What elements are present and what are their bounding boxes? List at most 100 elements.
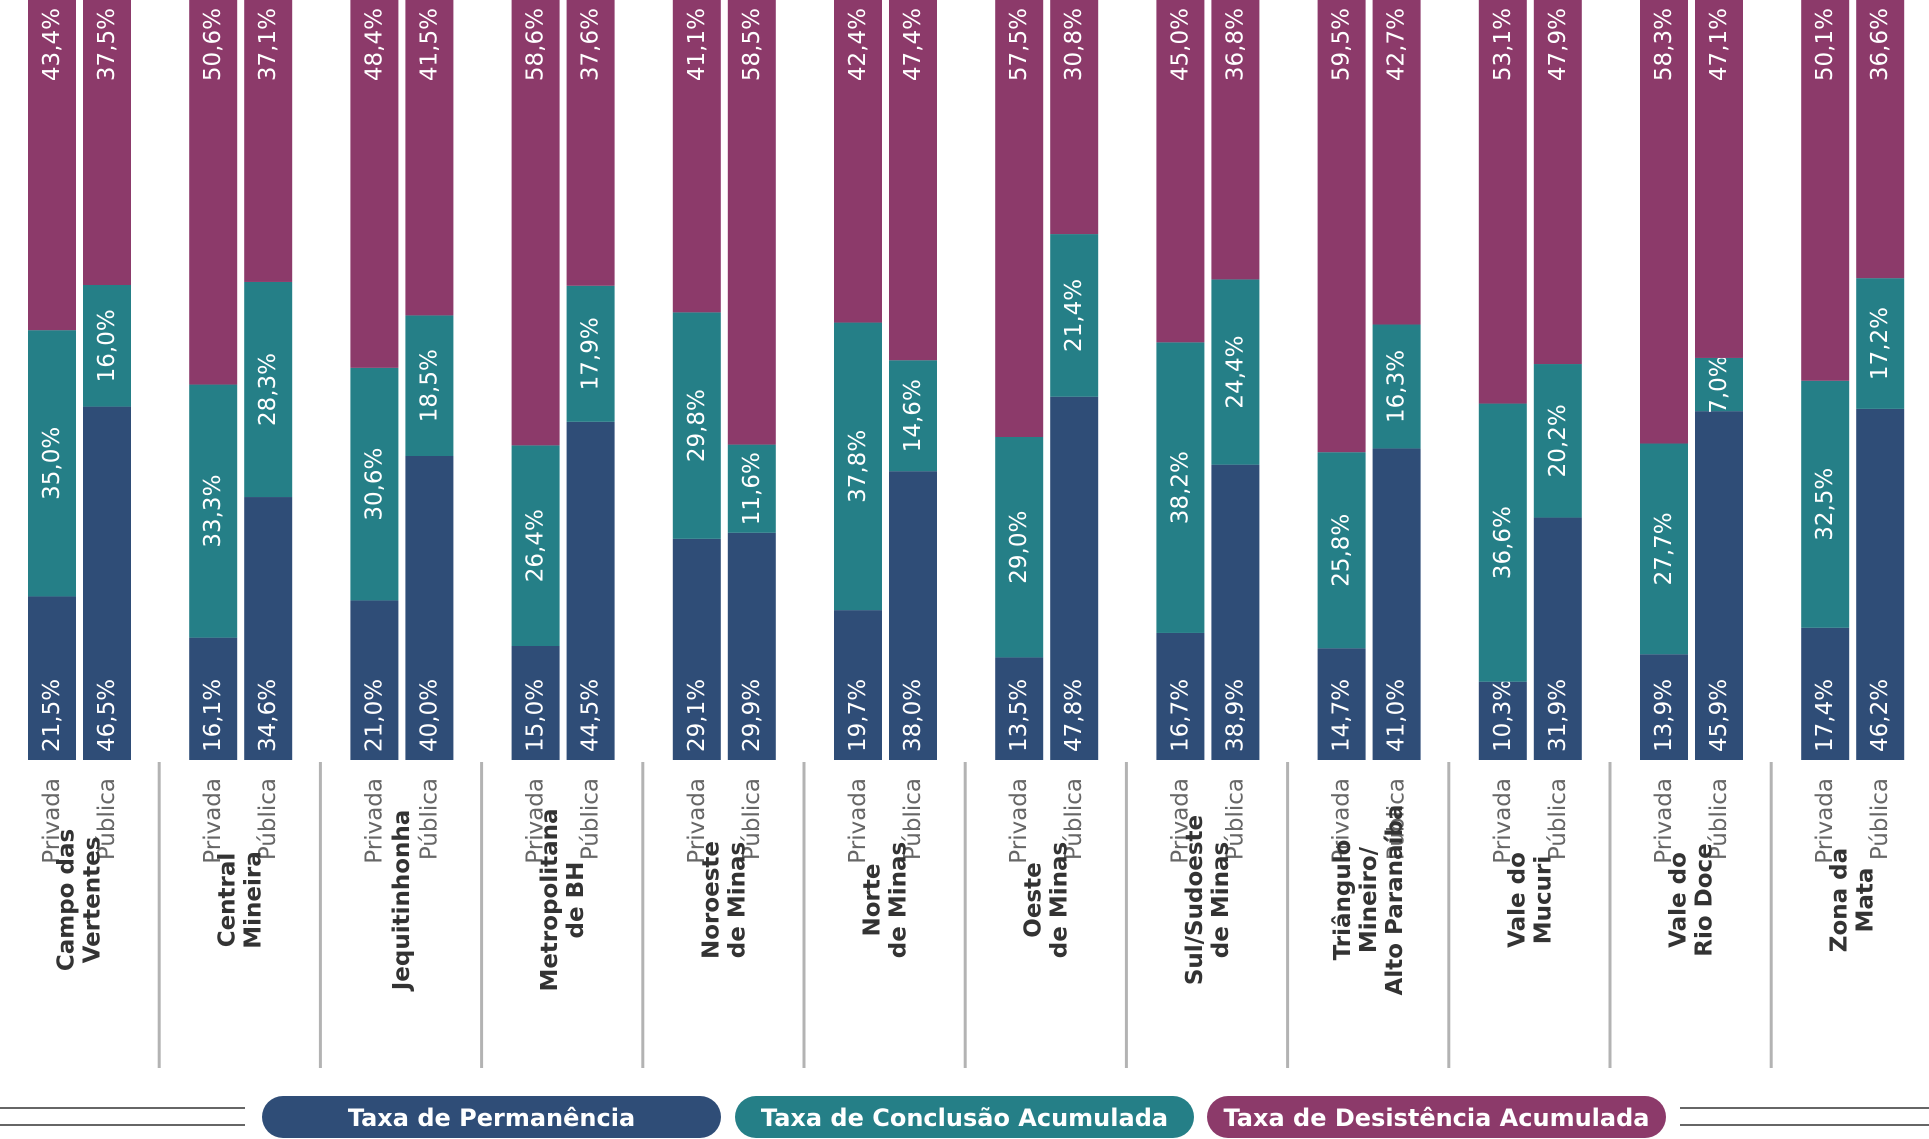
bar-segment-conclusao	[1372, 324, 1421, 449]
bar-segment-permanencia	[1801, 627, 1850, 760]
bar-segment-permanencia	[350, 600, 399, 760]
bar-type-label: Pública	[1384, 778, 1410, 860]
bar-segment-desistencia	[1640, 0, 1688, 444]
value-label: 58,3%	[1651, 8, 1677, 81]
bar-segment-conclusao	[1478, 403, 1527, 682]
bar-type-label: Pública	[416, 778, 442, 860]
value-label: 50,1%	[1812, 8, 1838, 81]
bar-segment-permanencia	[511, 646, 560, 760]
region-label: Noroestede Minas	[698, 841, 750, 959]
bar-type-label: Privada	[845, 778, 871, 864]
value-label: 15,0%	[523, 679, 549, 752]
value-label: 30,8%	[1061, 8, 1087, 81]
bar-type-label: Privada	[523, 778, 549, 864]
bar-segment-desistencia	[28, 0, 76, 331]
legend-swatch-conclusao	[735, 1096, 1194, 1138]
region-group: 21,0% 30,6% 48,4% Privada 40,0% 18,5% 41,5% Púb…	[350, 0, 454, 993]
bar-segment-conclusao	[189, 384, 238, 638]
value-label: 34,6%	[255, 679, 281, 752]
bar-segment-desistencia	[405, 0, 454, 316]
value-label: 14,7%	[1329, 679, 1355, 752]
value-label: 10,3%	[1490, 679, 1516, 752]
value-label: 46,5%	[94, 679, 120, 752]
value-label: 11,6%	[739, 452, 765, 525]
region-label: CentralMineira	[215, 851, 267, 949]
region-label: Jequitinhonha	[389, 810, 415, 993]
value-label: 37,5%	[94, 8, 120, 81]
value-label: 19,7%	[845, 679, 871, 752]
legend-label-permanencia: Taxa de Permanência	[348, 1104, 635, 1132]
value-label: 48,4%	[361, 8, 387, 81]
legend-swatch-permanencia	[262, 1096, 721, 1138]
value-label: 41,0%	[1384, 679, 1410, 752]
bar-segment-desistencia	[1317, 0, 1366, 453]
value-label: 20,2%	[1545, 404, 1571, 477]
value-label: 57,5%	[1006, 8, 1032, 81]
bar-segment-conclusao	[405, 315, 454, 456]
value-label: 16,1%	[200, 679, 226, 752]
bar-segment-conclusao	[1156, 342, 1205, 633]
region-group: 13,5% 29,0% 57,5% Privada 47,8% 21,4% 30,8% Púb…	[995, 0, 1099, 958]
bar-type-label: Pública	[1867, 778, 1893, 860]
bar-segment-permanencia	[28, 596, 76, 760]
bar-segment-permanencia	[566, 421, 615, 760]
value-label: 36,8%	[1222, 8, 1248, 81]
region-label: Campo dasVertentes	[54, 829, 106, 971]
bar-segment-permanencia	[834, 610, 882, 760]
bar-segment-conclusao	[566, 285, 615, 422]
bar-segment-conclusao	[83, 285, 131, 407]
value-label: 42,7%	[1384, 8, 1410, 81]
region-group: 21,5% 35,0% 43,4% Privada 46,5% 16,0% 37,5% Púb…	[28, 0, 131, 971]
value-label: 40,0%	[416, 679, 442, 752]
value-label: 16,7%	[1167, 679, 1193, 752]
legend: Taxa de Permanência Taxa de Conclusão Acu…	[0, 1096, 1929, 1138]
value-label: 38,2%	[1167, 451, 1193, 524]
bar-type-label: Privada	[684, 778, 710, 864]
value-label: 31,9%	[1545, 679, 1571, 752]
bar-segment-desistencia	[995, 0, 1044, 437]
region-group: 16,7% 38,2% 45,0% Privada 38,9% 24,4% 36,8% Púb…	[1156, 0, 1260, 985]
region-group: 19,7% 37,8% 42,4% Privada 38,0% 14,6% 47,4% Púb…	[834, 0, 937, 958]
bar-segment-permanencia	[1695, 411, 1743, 760]
bar-segment-permanencia	[1533, 517, 1582, 760]
bar-segment-desistencia	[672, 0, 721, 313]
bar-segment-desistencia	[1533, 0, 1582, 365]
bar-type-label: Pública	[1061, 778, 1087, 860]
region-label: Vale doRio Doce	[1666, 843, 1718, 957]
bar-segment-desistencia	[1801, 0, 1850, 381]
bar-segment-conclusao	[1640, 443, 1688, 655]
bar-type-label: Pública	[255, 778, 281, 860]
bar-segment-desistencia	[1478, 0, 1527, 404]
region-label: Zona daMata	[1827, 848, 1879, 952]
value-label: 58,5%	[739, 8, 765, 81]
value-label: 37,6%	[578, 8, 604, 81]
bar-segment-desistencia	[1211, 0, 1260, 280]
bar-segment-conclusao	[672, 312, 721, 539]
bar-segment-permanencia	[1156, 632, 1205, 760]
bar-segment-permanencia	[244, 497, 293, 760]
value-label: 17,9%	[578, 317, 604, 390]
bar-type-label: Privada	[1812, 778, 1838, 864]
value-label: 41,5%	[416, 8, 442, 81]
region-label: Nortede Minas	[860, 842, 912, 958]
bar-segment-desistencia	[1695, 0, 1743, 358]
bar-type-label: Privada	[1651, 778, 1677, 864]
region-label: Sul/Sudoestede Minas	[1182, 815, 1234, 985]
bar-segment-permanencia	[1211, 464, 1260, 760]
value-label: 16,0%	[94, 309, 120, 382]
value-label: 45,0%	[1167, 8, 1193, 81]
bar-segment-permanencia	[83, 406, 131, 760]
bar-type-label: Pública	[739, 778, 765, 860]
value-label: 37,1%	[255, 8, 281, 81]
region-group: 14,7% 25,8% 59,5% Privada 41,0% 16,3% 42,7% Púb…	[1317, 0, 1421, 995]
value-label: 13,5%	[1006, 679, 1032, 752]
value-label: 58,6%	[523, 8, 549, 81]
value-label: 47,4%	[900, 8, 926, 81]
value-label: 14,6%	[900, 379, 926, 452]
region-label: Metropolitanade BH	[537, 808, 589, 991]
value-label: 32,5%	[1812, 468, 1838, 541]
bar-segment-conclusao	[511, 445, 560, 646]
bar-segment-desistencia	[189, 0, 238, 385]
value-label: 45,9%	[1706, 679, 1732, 752]
value-label: 25,8%	[1329, 514, 1355, 587]
